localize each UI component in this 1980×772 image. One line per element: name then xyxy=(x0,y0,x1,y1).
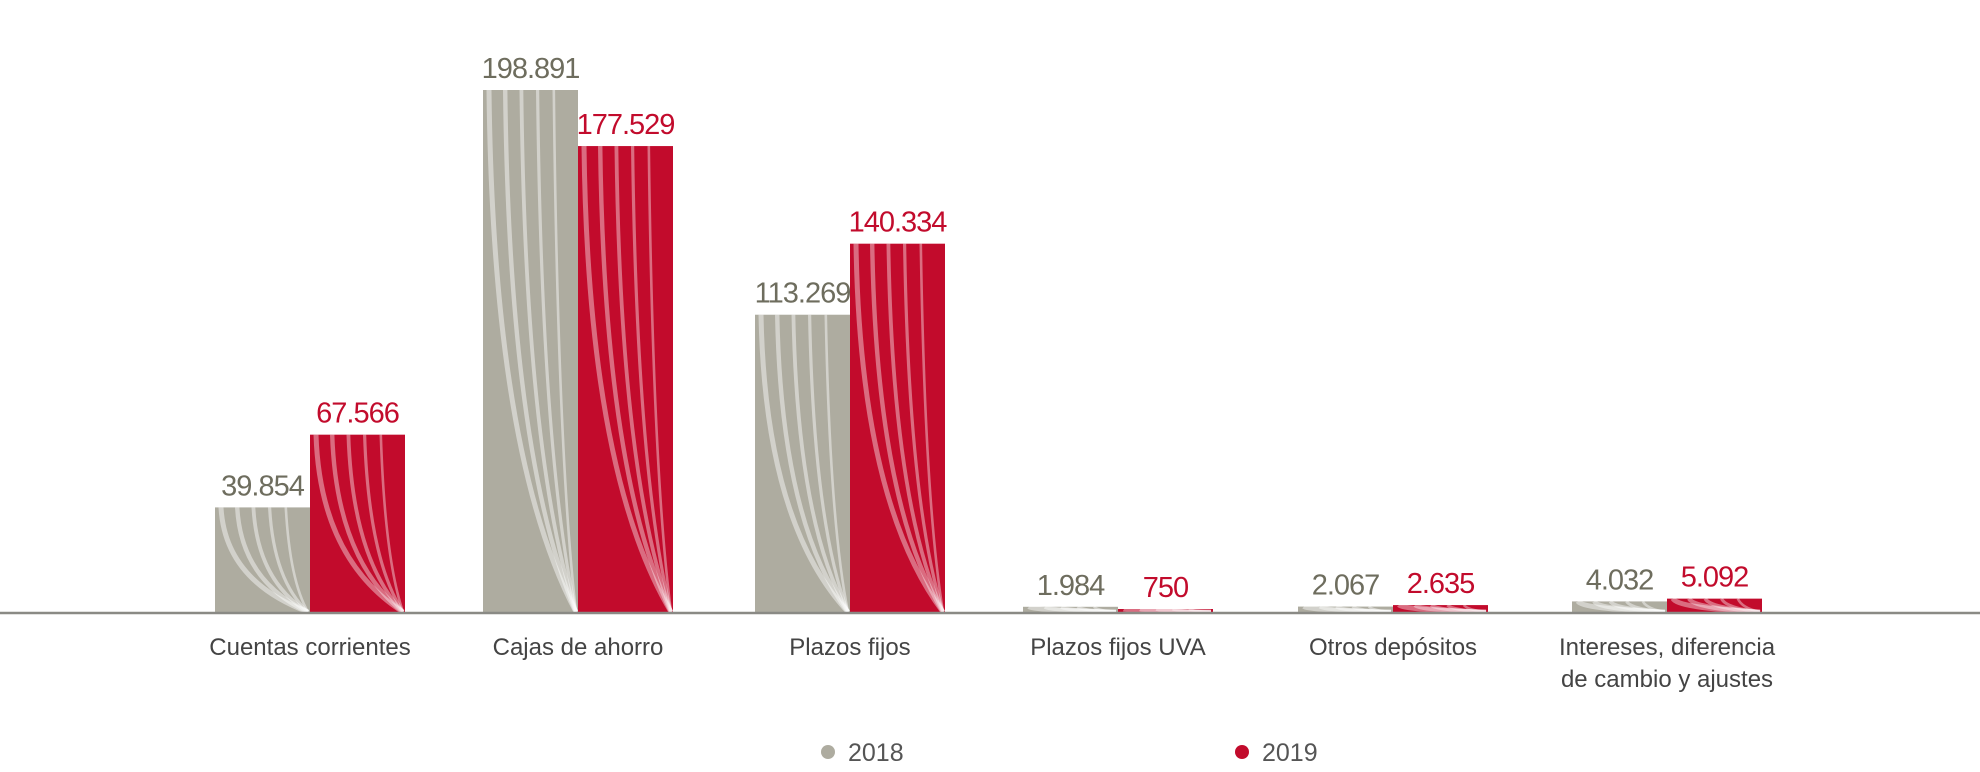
category-labels-layer: Cuentas corrientes Cajas de ahorro Plazos … xyxy=(209,634,1775,693)
value-label-2019-2: 140.334 xyxy=(849,207,948,239)
category-label-0: Cuentas corrientes xyxy=(209,634,410,661)
legend-marker-2019 xyxy=(1235,745,1249,759)
legend-marker-2018 xyxy=(821,745,835,759)
legend-item-2019: 2019 xyxy=(1235,739,1318,767)
category-label-5: Intereses, diferencia de cambio y ajustes xyxy=(1559,634,1776,693)
value-label-2019-3: 750 xyxy=(1143,572,1188,604)
legend-label-2018: 2018 xyxy=(848,739,904,767)
bar-2019-5 xyxy=(1667,597,1762,615)
legend-item-2018: 2018 xyxy=(821,739,904,767)
bar-2018-1 xyxy=(483,89,579,614)
bar-2019-1 xyxy=(578,146,674,614)
value-label-2019-1: 177.529 xyxy=(577,109,675,141)
value-label-2018-3: 1.984 xyxy=(1037,570,1105,602)
category-label-1: Cajas de ahorro xyxy=(493,634,664,661)
value-labels-layer: 39.854 67.566 198.891 177.529 113.269 140.334… xyxy=(221,53,1749,604)
value-label-2018-1: 198.891 xyxy=(482,53,580,85)
bar-2019-4 xyxy=(1393,602,1488,615)
bar-2018-0 xyxy=(215,507,310,615)
bar-2018-5 xyxy=(1572,599,1667,615)
bars-layer xyxy=(215,89,1762,615)
category-label-2: Plazos fijos xyxy=(789,634,910,661)
value-label-2019-4: 2.635 xyxy=(1407,568,1475,600)
value-label-2018-5: 4.032 xyxy=(1586,564,1654,596)
legend-label-2019: 2019 xyxy=(1262,739,1318,767)
value-label-2019-0: 67.566 xyxy=(316,398,399,430)
category-label-3: Plazos fijos UVA xyxy=(1030,634,1206,661)
category-label-4: Otros depósitos xyxy=(1309,634,1477,661)
bar-2019-2 xyxy=(850,243,945,614)
value-label-2018-2: 113.269 xyxy=(755,278,851,310)
bar-2019-0 xyxy=(310,434,405,615)
bar-2018-3 xyxy=(1023,604,1118,615)
value-label-2019-5: 5.092 xyxy=(1681,562,1749,594)
bar-2018-4 xyxy=(1298,604,1393,615)
legend: 2018 2019 xyxy=(821,739,1318,767)
value-label-2018-0: 39.854 xyxy=(221,470,305,502)
bar-2019-3 xyxy=(1118,606,1213,615)
value-label-2018-4: 2.067 xyxy=(1312,570,1380,602)
bar-2018-2 xyxy=(755,314,850,614)
